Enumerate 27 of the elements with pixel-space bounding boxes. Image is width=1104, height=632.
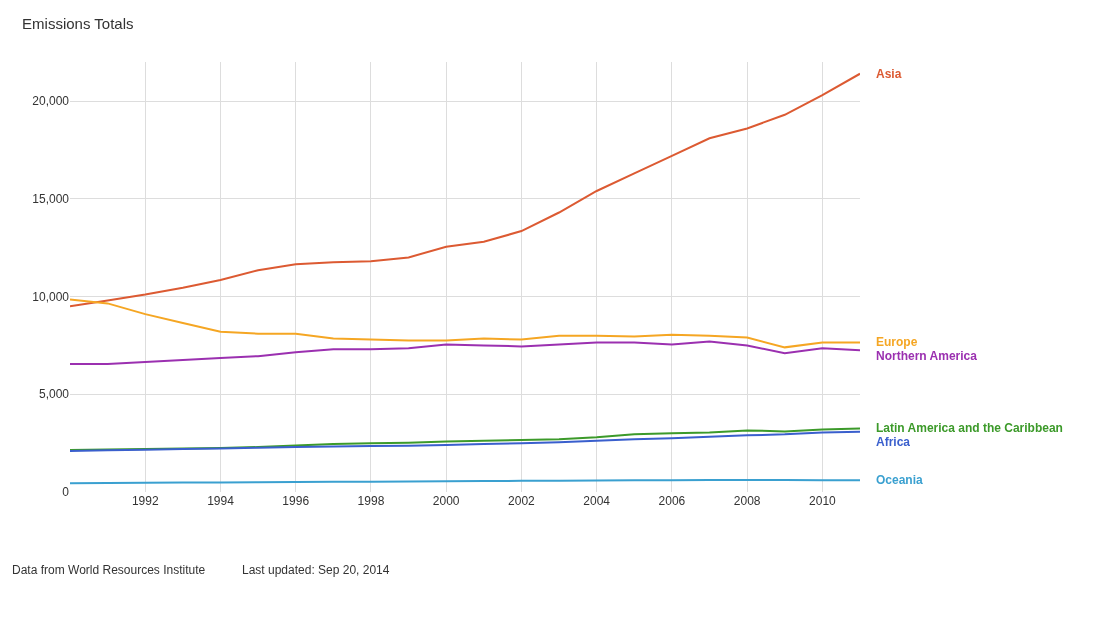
x-tick-label: 2002 bbox=[508, 494, 536, 508]
x-tick-label: 2000 bbox=[432, 494, 460, 508]
x-tick-label: 1994 bbox=[207, 494, 235, 508]
y-tick-label: 10,000 bbox=[32, 289, 70, 304]
x-tick-label: 2006 bbox=[658, 494, 686, 508]
text: Last updated: Sep 20, 2014 bbox=[242, 563, 390, 577]
x-tick-label: 1998 bbox=[357, 494, 385, 508]
x-tick-label: 2004 bbox=[583, 494, 611, 508]
series-label: Latin America and the Caribbean bbox=[876, 421, 1063, 435]
chart-title: Emissions Totals bbox=[22, 15, 134, 33]
x-tick-label: 1992 bbox=[131, 494, 159, 508]
line-series bbox=[70, 72, 860, 308]
line-series bbox=[70, 340, 860, 365]
text: Data from World Resources Institute bbox=[12, 563, 206, 577]
y-tick-label: 20,000 bbox=[32, 94, 70, 109]
x-tick-label: 1996 bbox=[282, 494, 310, 508]
x-tick-label: 2008 bbox=[733, 494, 761, 508]
series-label: Africa bbox=[876, 435, 911, 449]
y-tick-label: 0 bbox=[62, 485, 70, 500]
x-tick-label: 2010 bbox=[809, 494, 837, 508]
series-label: Northern America bbox=[876, 349, 978, 363]
y-tick-label: 5,000 bbox=[38, 387, 70, 402]
series-label: Europe bbox=[876, 335, 918, 349]
series-label: Asia bbox=[876, 67, 902, 81]
y-tick-label: 15,000 bbox=[32, 192, 70, 207]
series-label: Oceania bbox=[876, 473, 924, 487]
line-series bbox=[70, 298, 860, 349]
